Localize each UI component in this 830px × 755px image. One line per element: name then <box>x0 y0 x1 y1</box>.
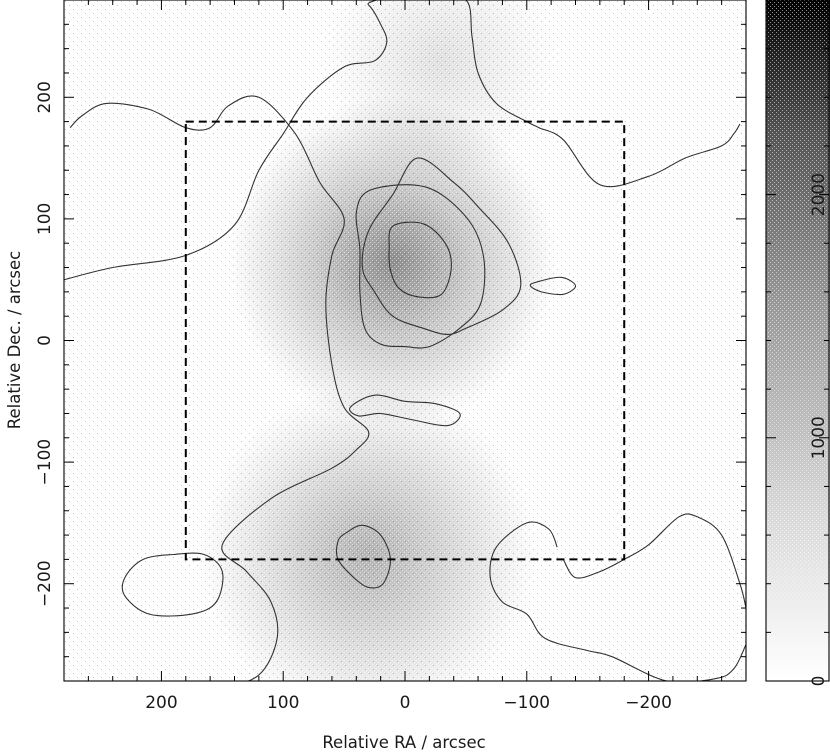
intensity-field <box>64 0 746 681</box>
colorbar-tick-label: 0 <box>809 676 829 687</box>
y-tick-label: 100 <box>35 203 55 235</box>
x-tick-label: 200 <box>145 693 177 713</box>
colorbar-tick-label: 1000 <box>809 416 829 459</box>
contour-inner-11 <box>335 524 391 589</box>
colorbar-stipple <box>766 0 830 681</box>
plot-frame <box>63 0 747 682</box>
contour-outer-3 <box>361 157 522 335</box>
map-plot-area: 200 100 0 −100 −200 200 100 0 −100 −200 <box>35 0 747 713</box>
contour-outer-0 <box>64 95 370 681</box>
contour-outer-2 <box>464 0 741 188</box>
contour-outer-6 <box>121 552 224 617</box>
contour-outer-8 <box>489 521 746 681</box>
y-tick-label: −200 <box>35 560 55 607</box>
y-tick-label: 200 <box>35 81 55 113</box>
y-tick-label: 0 <box>35 335 55 346</box>
x-tick-label: −200 <box>625 693 672 713</box>
x-tick-label: 100 <box>267 693 299 713</box>
dashed-region-box <box>184 120 626 561</box>
x-tick-label: 0 <box>400 693 411 713</box>
contour-outer-1 <box>64 0 388 281</box>
x-axis-label: Relative RA / arcsec <box>322 733 485 752</box>
y-tick-label: −100 <box>35 439 55 486</box>
y-axis: 200 100 0 −100 −200 <box>35 0 746 682</box>
contour-outer-5 <box>529 276 577 296</box>
contour-mid-9 <box>355 184 486 349</box>
y-axis-label: Relative Dec. / arcsec <box>5 251 24 429</box>
contour-outer-7 <box>562 513 746 609</box>
colorbar-tick-label: 2000 <box>809 173 829 216</box>
contour-lines <box>64 0 746 681</box>
contour-outer-4 <box>349 394 461 427</box>
x-tick-label: −100 <box>503 693 550 713</box>
contour-inner-10 <box>388 221 452 299</box>
colorbar: 0 1000 2000 <box>765 0 830 686</box>
colorbar-ticks: 0 1000 2000 <box>766 0 829 686</box>
x-axis: 200 100 0 −100 −200 <box>63 0 747 713</box>
